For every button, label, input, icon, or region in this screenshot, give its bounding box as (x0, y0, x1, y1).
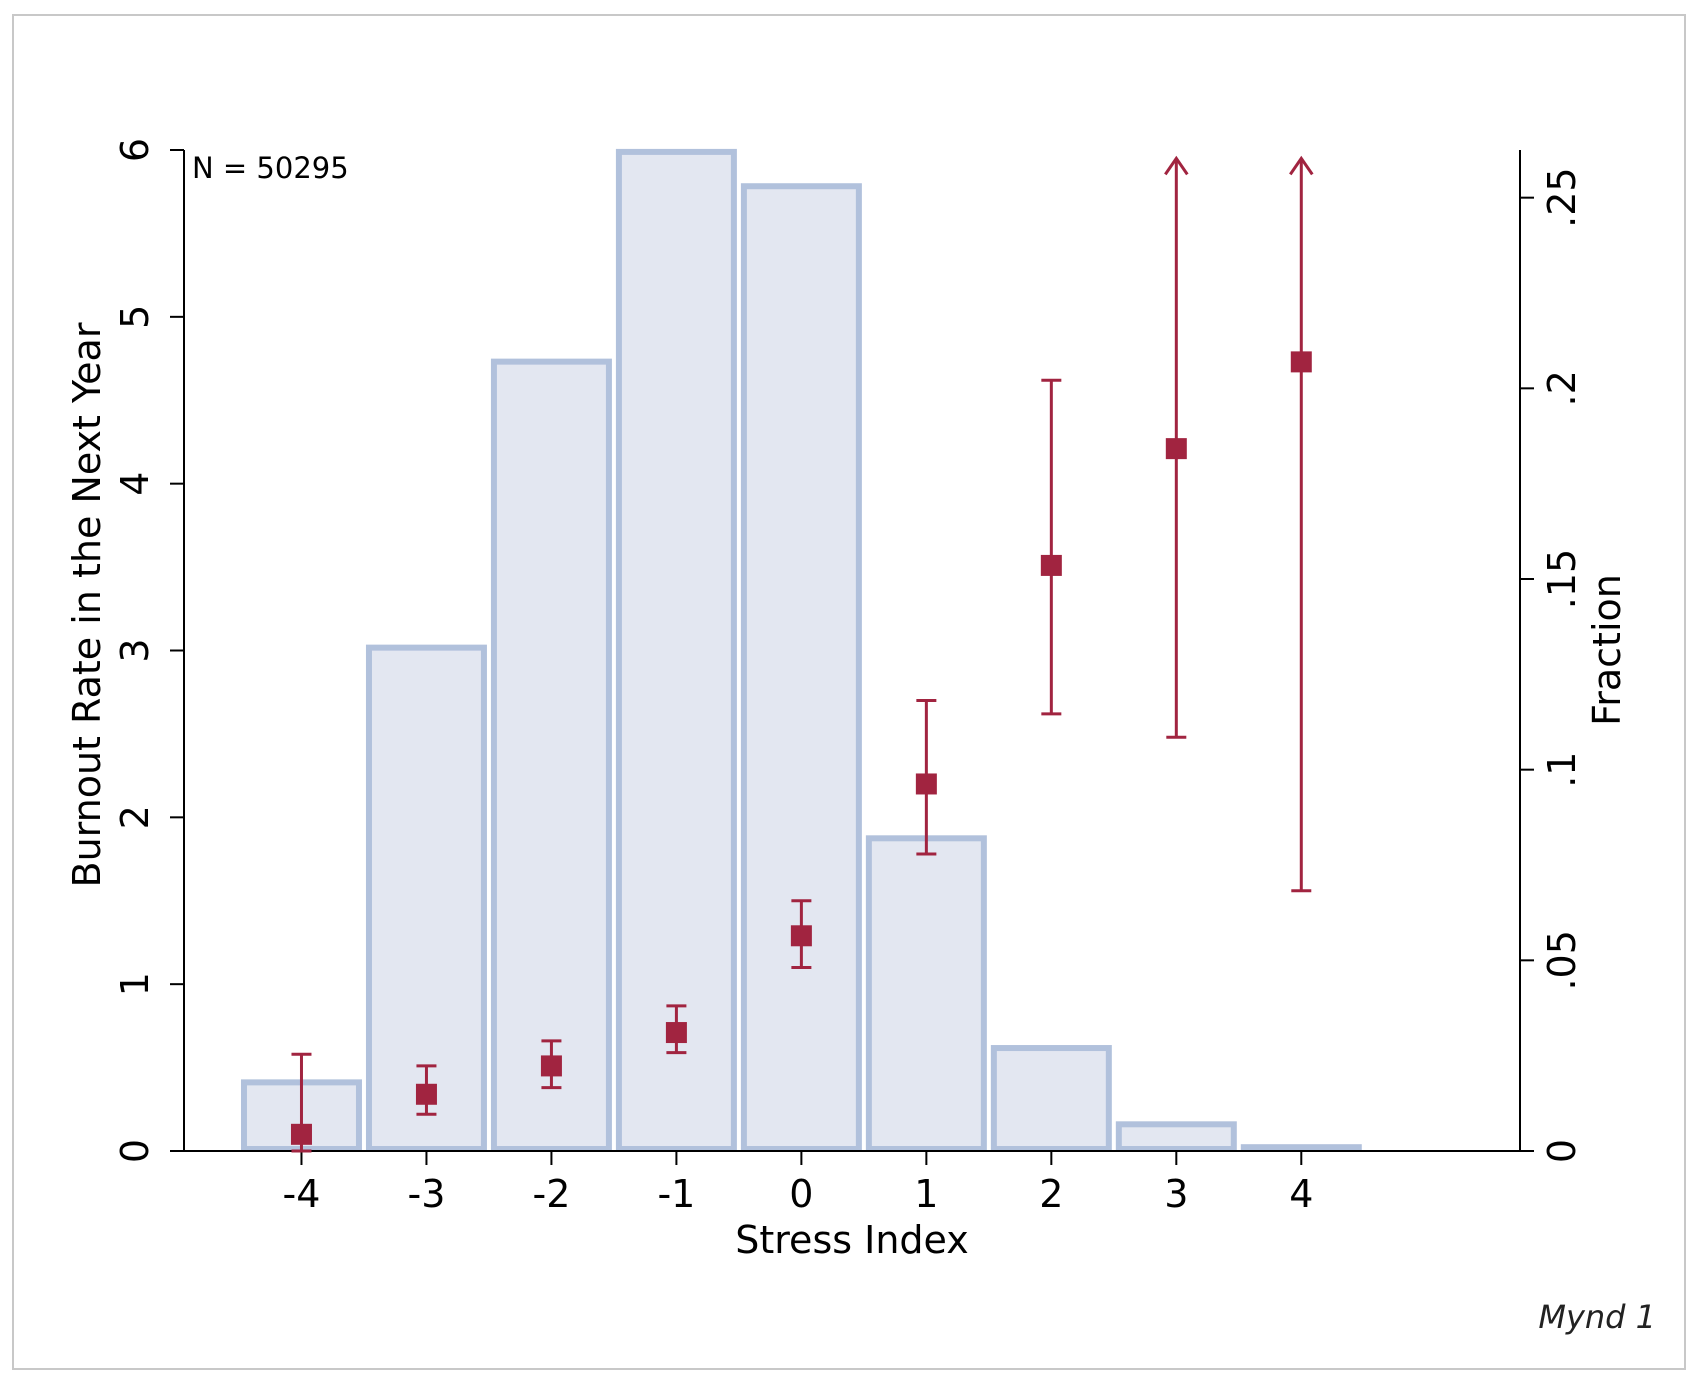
burnout-point (540, 1055, 562, 1077)
burnout-point (1290, 351, 1312, 373)
y-right-tick-label: .05 (1540, 930, 1584, 990)
x-tick-label: 0 (789, 1172, 813, 1216)
burnout-point (790, 925, 812, 947)
x-tick-label: 4 (1289, 1172, 1313, 1216)
x-tick-label: -1 (657, 1172, 695, 1216)
histogram-bar (490, 358, 612, 1152)
x-tick-label: 1 (914, 1172, 938, 1216)
burnout-point (1165, 438, 1187, 460)
y-left-tick-label: 6 (113, 138, 157, 162)
histogram-bar (990, 1045, 1112, 1153)
histogram-bar (1240, 1144, 1362, 1152)
x-tick-label: 3 (1164, 1172, 1188, 1216)
x-axis-title: Stress Index (735, 1218, 968, 1262)
y-axis-left-title: Burnout Rate in the Next Year (65, 322, 109, 887)
y-right-tick-label: .2 (1540, 370, 1584, 406)
burnout-points (290, 155, 1314, 1153)
figure-caption: Mynd 1 (1538, 1298, 1656, 1336)
x-tick-label: 2 (1039, 1172, 1063, 1216)
histogram-bar (1115, 1121, 1237, 1152)
y-right-tick-label: .1 (1540, 752, 1584, 788)
axes: 0 1 2 3 4 5 6 0 .05 .1 .15 .2 .25 -4 -3 -2 -1 0 1 2 3 4 (113, 138, 1584, 1216)
y-right-tick-label: 0 (1540, 1139, 1584, 1163)
burnout-point (1040, 554, 1062, 576)
x-tick-label: -3 (408, 1172, 446, 1216)
y-left-tick-label: 2 (113, 805, 157, 829)
ci-arrow-up (1164, 155, 1189, 176)
histogram-bar (615, 148, 737, 1152)
burnout-point (290, 1123, 312, 1145)
burnout-point (415, 1083, 437, 1105)
y-right-tick-label: .15 (1540, 549, 1584, 609)
burnout-point (915, 773, 937, 795)
ci-arrow-up (1289, 155, 1314, 176)
x-tick-label: -4 (283, 1172, 321, 1216)
y-left-tick-label: 5 (113, 305, 157, 329)
histogram-bar (365, 644, 487, 1152)
histogram-bar (865, 835, 987, 1152)
sample-size-annotation: N = 50295 (192, 151, 349, 185)
y-axis-right-title: Fraction (1585, 574, 1629, 726)
burnout-point (665, 1022, 687, 1044)
histogram-bars (240, 148, 1362, 1153)
y-left-tick-label: 1 (113, 972, 157, 996)
y-left-tick-label: 4 (113, 472, 157, 496)
x-tick-label: -2 (532, 1172, 570, 1216)
y-left-tick-label: 3 (113, 638, 157, 662)
y-left-tick-label: 0 (113, 1139, 157, 1163)
histogram-bar (740, 183, 862, 1152)
y-right-tick-label: .25 (1540, 167, 1584, 227)
